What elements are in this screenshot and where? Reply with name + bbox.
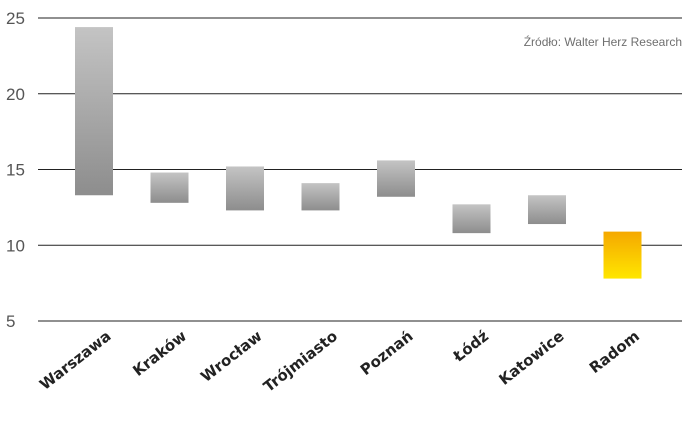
bar-3 bbox=[301, 183, 340, 211]
x-tick-label: Katowice bbox=[495, 327, 567, 389]
bars bbox=[75, 27, 642, 279]
x-tick-label: Wrocław bbox=[197, 327, 265, 386]
bar-7 bbox=[603, 231, 642, 279]
y-tick-label: 10 bbox=[6, 236, 25, 255]
source-annotation: Źródło: Walter Herz Research bbox=[524, 34, 682, 49]
y-tick-label: 5 bbox=[6, 312, 15, 331]
y-tick-label: 15 bbox=[6, 161, 25, 180]
bar-4 bbox=[377, 160, 415, 197]
bar-1 bbox=[150, 172, 189, 203]
y-tick-label: 20 bbox=[6, 85, 25, 104]
y-axis-ticks: 5 10 15 20 25 bbox=[6, 9, 25, 331]
y-tick-label: 25 bbox=[6, 9, 25, 28]
gridlines bbox=[38, 17, 682, 322]
bar-5 bbox=[452, 204, 491, 234]
x-tick-label: Trójmiasto bbox=[260, 327, 341, 396]
x-tick-label: Radom bbox=[586, 327, 643, 377]
x-tick-label: Warszawa bbox=[36, 327, 114, 394]
x-tick-label: Poznań bbox=[357, 327, 417, 379]
bar-2 bbox=[226, 166, 264, 211]
x-tick-label: Kraków bbox=[129, 327, 190, 380]
bar-6 bbox=[528, 195, 566, 225]
bar-0 bbox=[75, 27, 113, 196]
x-tick-label: Łódź bbox=[449, 327, 492, 366]
